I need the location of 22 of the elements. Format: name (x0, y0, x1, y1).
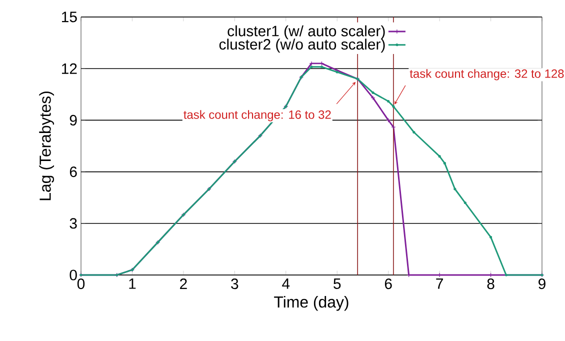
y-tick-label: 3 (70, 218, 77, 229)
x-tick-label: 7 (436, 278, 443, 289)
y-axis-title: Lag (Terabytes) (39, 92, 54, 200)
annotation: task count change: 32 to 128 (410, 69, 564, 80)
y-tick-label: 15 (62, 12, 77, 22)
x-tick-label: 0 (77, 278, 85, 290)
x-tick-label: 3 (231, 278, 238, 290)
annotation: task count change: 16 to 32 (184, 110, 331, 122)
x-tick-label: 9 (538, 278, 546, 290)
x-tick-label: 1 (129, 278, 136, 289)
x-tick-label: 2 (180, 278, 187, 289)
y-tick-label: 0 (70, 270, 77, 280)
x-tick-label: 8 (487, 278, 494, 290)
x-tick-label: 4 (282, 278, 290, 289)
x-tick-label: 6 (384, 278, 392, 290)
y-tick-label: 9 (70, 114, 77, 126)
y-tick-label: 12 (62, 63, 77, 74)
y-tick-label: 6 (70, 166, 77, 178)
legend-label: cluster1 (w/ auto scaler) (228, 25, 385, 40)
x-axis-title: Time (day) (274, 296, 348, 311)
x-tick-label: 5 (334, 278, 341, 289)
legend-label: cluster2 (w/o auto scaler) (219, 38, 385, 53)
